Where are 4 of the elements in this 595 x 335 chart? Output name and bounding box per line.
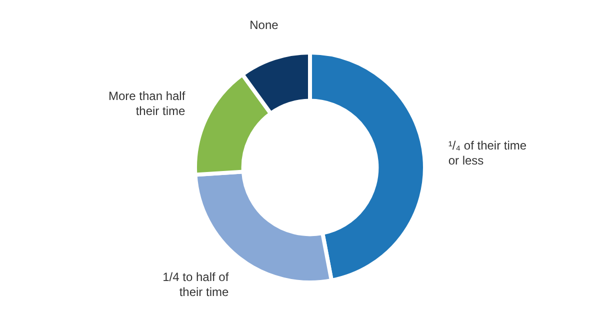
slice-label: ¹/₄ of their time or less <box>448 138 527 168</box>
slice-label: None <box>250 18 279 32</box>
slice-label: 1/4 to half of their time <box>162 270 230 300</box>
slice-label: More than half their time <box>108 88 186 118</box>
